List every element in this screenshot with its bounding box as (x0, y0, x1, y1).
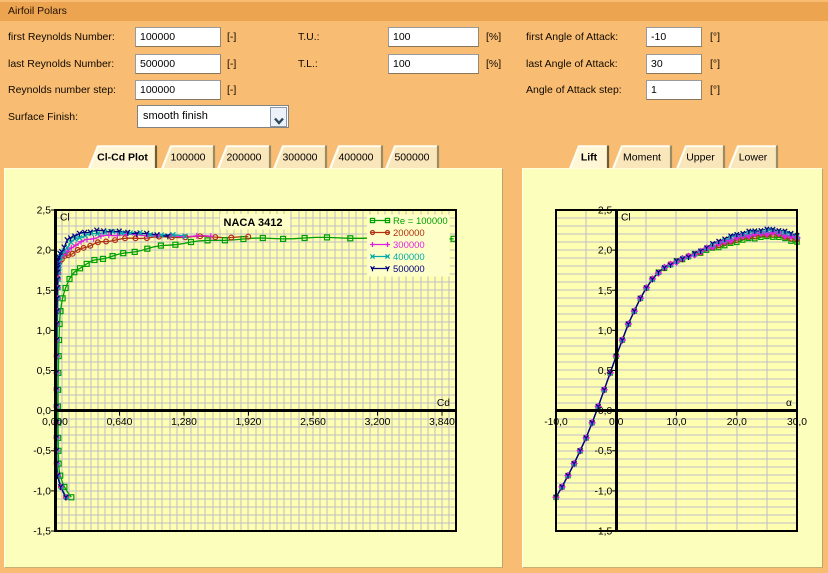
svg-text:-0,5: -0,5 (33, 446, 51, 457)
svg-text:200000: 200000 (393, 228, 425, 239)
svg-text:2,0: 2,0 (37, 246, 52, 257)
svg-text:500000: 500000 (393, 264, 425, 275)
svg-text:Cl: Cl (60, 213, 70, 224)
svg-text:0,0: 0,0 (609, 417, 624, 428)
svg-text:0,000: 0,000 (42, 417, 68, 428)
svg-text:-1,5: -1,5 (33, 527, 51, 538)
svg-text:1,5: 1,5 (37, 286, 52, 297)
svg-text:20,0: 20,0 (727, 417, 747, 428)
svg-text:Cd: Cd (437, 398, 450, 409)
svg-text:200000: 200000 (226, 152, 261, 164)
svg-text:Cl-Cd Plot: Cl-Cd Plot (97, 152, 148, 164)
svg-text:-10,0: -10,0 (544, 417, 568, 428)
svg-text:0,640: 0,640 (107, 417, 133, 428)
svg-text:2,560: 2,560 (300, 417, 326, 428)
svg-text:-1,0: -1,0 (33, 486, 51, 497)
svg-text:α: α (786, 398, 792, 409)
svg-text:300000: 300000 (282, 152, 317, 164)
svg-text:Lift: Lift (581, 152, 598, 164)
svg-text:1,5: 1,5 (598, 286, 613, 297)
svg-text:100000: 100000 (170, 152, 205, 164)
svg-text:-1,0: -1,0 (594, 486, 612, 497)
svg-text:0,0: 0,0 (598, 406, 613, 417)
svg-text:-1,5: -1,5 (594, 527, 612, 538)
svg-text:30,0: 30,0 (787, 417, 807, 428)
svg-text:2,5: 2,5 (598, 206, 613, 217)
svg-text:400000: 400000 (338, 152, 373, 164)
svg-text:0,5: 0,5 (598, 366, 613, 377)
svg-text:3,840: 3,840 (429, 417, 455, 428)
svg-text:1,0: 1,0 (37, 326, 52, 337)
svg-text:1,0: 1,0 (598, 326, 613, 337)
svg-text:3,200: 3,200 (365, 417, 391, 428)
svg-text:-0,5: -0,5 (594, 446, 612, 457)
svg-text:2,0: 2,0 (598, 246, 613, 257)
svg-text:Re = 100000: Re = 100000 (393, 216, 448, 227)
svg-text:500000: 500000 (394, 152, 429, 164)
svg-text:2,5: 2,5 (37, 206, 52, 217)
svg-text:Upper: Upper (686, 152, 715, 164)
svg-text:0,5: 0,5 (37, 366, 52, 377)
svg-text:Cl: Cl (621, 213, 631, 224)
svg-text:400000: 400000 (393, 252, 425, 263)
svg-text:1,920: 1,920 (236, 417, 262, 428)
svg-text:10,0: 10,0 (666, 417, 686, 428)
svg-text:300000: 300000 (393, 240, 425, 251)
svg-text:Moment: Moment (623, 152, 661, 164)
svg-text:0,0: 0,0 (37, 406, 52, 417)
svg-text:Lower: Lower (739, 152, 768, 164)
svg-text:1,280: 1,280 (171, 417, 197, 428)
svg-text:NACA 3412: NACA 3412 (224, 217, 283, 229)
